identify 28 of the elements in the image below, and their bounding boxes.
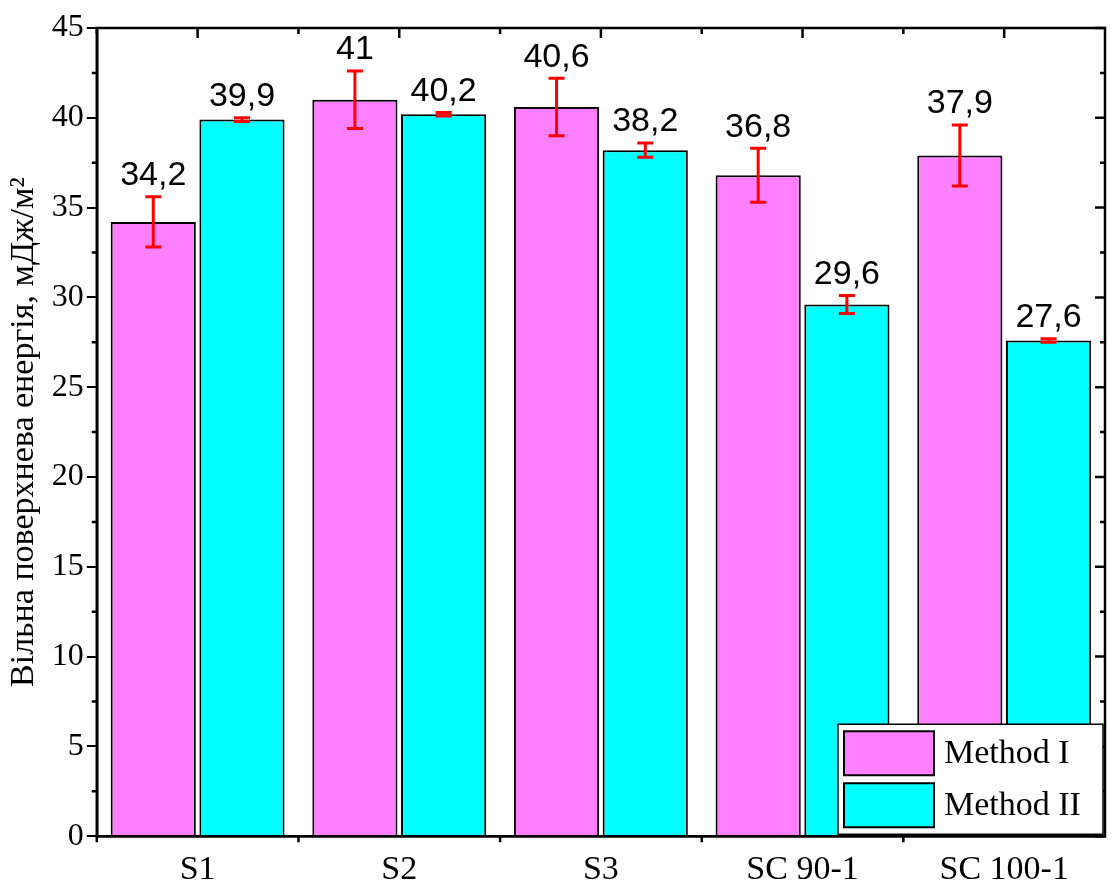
data-label: 27,6 bbox=[1015, 296, 1082, 335]
y-tick-label: 0 bbox=[67, 815, 84, 852]
y-axis-title: Вільна поверхнева енергія, мДж/м² bbox=[3, 177, 41, 687]
data-label: 29,6 bbox=[813, 252, 880, 291]
data-label: 39,9 bbox=[208, 75, 276, 114]
legend-label: Method I bbox=[944, 733, 1070, 771]
y-tick-label: 10 bbox=[51, 636, 84, 673]
data-label: 40,2 bbox=[410, 69, 477, 108]
y-tick-label: 45 bbox=[51, 7, 84, 44]
y-tick-label: 20 bbox=[51, 456, 84, 493]
data-label: 37,9 bbox=[926, 82, 993, 121]
x-tick-label: S3 bbox=[582, 848, 619, 886]
data-label: 38,2 bbox=[612, 100, 679, 139]
y-tick-label: 40 bbox=[51, 97, 84, 134]
y-tick-label: 35 bbox=[51, 187, 84, 224]
y-tick-label: 15 bbox=[51, 546, 84, 583]
x-tick-label: S2 bbox=[381, 848, 418, 886]
data-label: 41 bbox=[335, 28, 374, 67]
legend-label: Method II bbox=[944, 785, 1081, 823]
y-tick-label: 30 bbox=[51, 276, 84, 313]
x-tick-label: SC 100-1 bbox=[939, 848, 1069, 886]
data-label: 40,6 bbox=[523, 35, 590, 74]
y-tick-label: 25 bbox=[51, 366, 84, 403]
y-tick-label: 5 bbox=[67, 725, 84, 762]
data-label: 34,2 bbox=[120, 154, 187, 193]
x-tick-label: SC 90-1 bbox=[746, 848, 859, 886]
x-tick-label: S1 bbox=[179, 848, 216, 886]
data-label: 36,8 bbox=[725, 105, 792, 144]
